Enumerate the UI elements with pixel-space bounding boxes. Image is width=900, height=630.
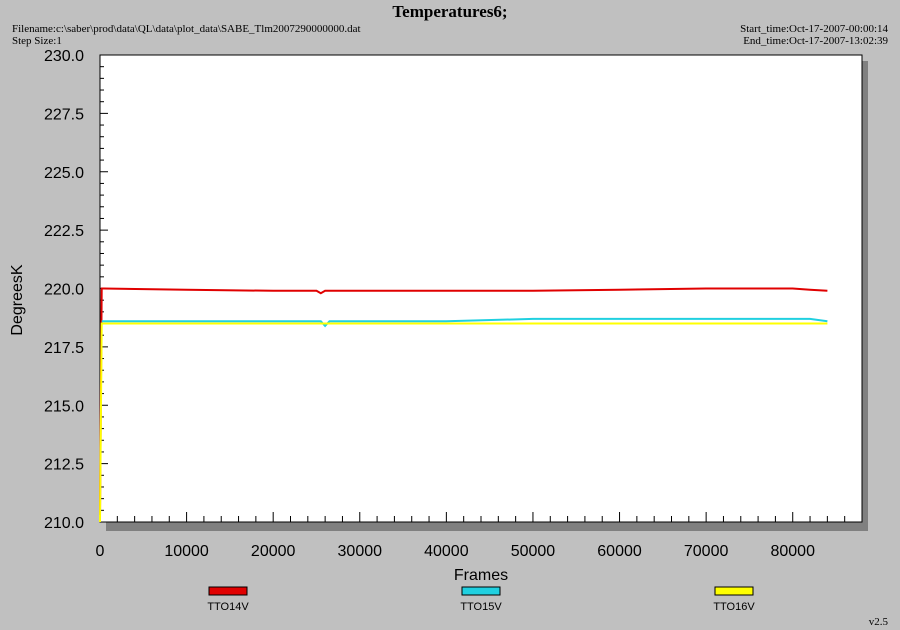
y-tick-label: 230.0 — [44, 48, 84, 65]
y-tick-label: 215.0 — [44, 398, 84, 415]
step-size-line: Step Size:1 — [12, 35, 361, 47]
series-line-tto14v — [99, 287, 828, 516]
step-size-value: 1 — [56, 35, 62, 47]
y-tick-label: 217.5 — [44, 340, 84, 357]
x-tick-label: 30000 — [338, 543, 383, 560]
x-tick-label: 50000 — [511, 543, 556, 560]
y-axis-title: DegreesK — [9, 264, 26, 335]
x-tick-label: 70000 — [684, 543, 729, 560]
legend-swatch-tto14v — [208, 586, 248, 596]
end-time-label: End_time: — [743, 35, 790, 47]
legend-label-tto16v: TTO16V — [713, 601, 755, 613]
series-line-tto16v — [99, 322, 828, 523]
filename-line: Filename:c:\saber\prod\data\QL\data\plot… — [12, 23, 361, 35]
x-tick-label: 60000 — [597, 543, 642, 560]
legend-label-tto15v: TTO15V — [460, 601, 502, 613]
file-info: Filename:c:\saber\prod\data\QL\data\plot… — [12, 23, 361, 47]
x-tick-labels: 0 10000 20000 30000 40000 50000 60000 70000 8000… — [96, 543, 816, 560]
y-tick-label: 212.5 — [44, 457, 84, 474]
legend: TTO14V TTO15V TTO16V — [207, 586, 755, 613]
x-tick-label: 0 — [96, 543, 105, 560]
start-time-label: Start_time: — [740, 23, 790, 35]
chart-title: Temperatures6; — [392, 2, 508, 21]
series-lines — [99, 287, 828, 523]
y-tick-label: 225.0 — [44, 165, 84, 182]
series-line-tto15v — [101, 317, 828, 328]
x-axis-title: Frames — [454, 567, 508, 584]
end-time-value: Oct-17-2007-13:02:39 — [789, 35, 888, 47]
step-size-label: Step Size: — [12, 35, 57, 47]
filename-value: c:\saber\prod\data\QL\data\plot_data\SAB… — [56, 23, 361, 35]
legend-swatch-tto16v — [714, 586, 754, 596]
y-tick-label: 210.0 — [44, 515, 84, 532]
y-tick-label: 222.5 — [44, 223, 84, 240]
filename-label: Filename: — [12, 23, 56, 35]
y-tick-labels: 210.0 212.5 215.0 217.5 220.0 222.5 225.0 227.5… — [44, 48, 84, 532]
end-time-line: End_time:Oct-17-2007-13:02:39 — [740, 35, 888, 47]
x-tick-label: 20000 — [251, 543, 296, 560]
x-tick-label: 10000 — [164, 543, 209, 560]
start-time-value: Oct-17-2007-00:00:14 — [789, 23, 888, 35]
x-tick-label: 80000 — [770, 543, 815, 560]
time-info: Start_time:Oct-17-2007-00:00:14 End_time… — [740, 23, 888, 47]
version-label: v2.5 — [868, 616, 888, 628]
y-tick-label: 220.0 — [44, 282, 84, 299]
x-tick-label: 40000 — [424, 543, 469, 560]
y-tick-label: 227.5 — [44, 106, 84, 123]
legend-swatch-tto15v — [461, 586, 501, 596]
legend-label-tto14v: TTO14V — [207, 601, 249, 613]
start-time-line: Start_time:Oct-17-2007-00:00:14 — [740, 23, 888, 35]
